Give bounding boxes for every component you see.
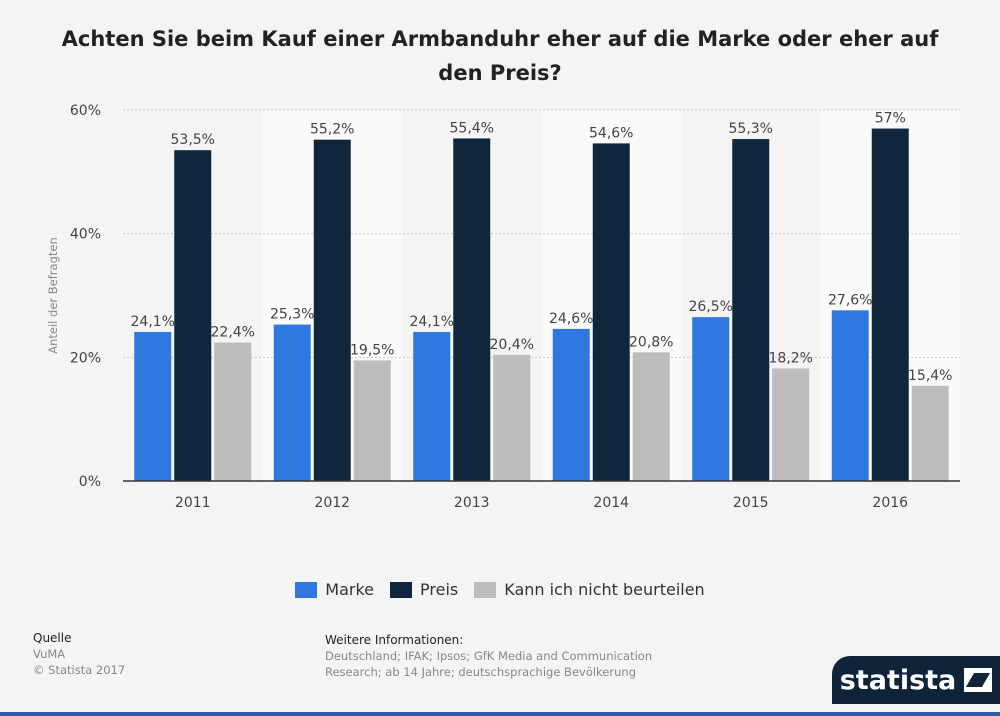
brand-name: statista [839, 664, 957, 696]
bar [313, 139, 351, 481]
bar [632, 352, 670, 481]
bar [493, 354, 531, 481]
data-label: 15,4% [908, 368, 952, 384]
legend-item-marke[interactable]: Marke [295, 580, 374, 599]
x-tick-label: 2015 [733, 495, 769, 511]
bar [831, 310, 869, 481]
statista-logo-icon [964, 668, 993, 692]
copyright: © Statista 2017 [33, 663, 126, 677]
y-tick-label: 20% [70, 350, 101, 366]
data-label: 20,8% [629, 334, 673, 350]
bar [453, 138, 491, 481]
y-tick-label: 60% [70, 103, 101, 119]
source-name: VuMA [33, 647, 66, 661]
legend-item-preis[interactable]: Preis [390, 580, 458, 599]
info-line-2: Research; ab 14 Jahre; deutschsprachige … [325, 665, 636, 679]
data-label: 24,1% [131, 314, 175, 330]
data-label: 57% [875, 111, 906, 127]
chart-title: Achten Sie beim Kauf einer Armbanduhr eh… [61, 27, 939, 85]
source-heading: Quelle [33, 631, 72, 645]
data-label: 53,5% [171, 132, 215, 148]
legend-swatch-kann-nicht [474, 581, 497, 598]
data-label: 19,5% [350, 342, 394, 358]
data-label: 20,4% [490, 337, 534, 353]
data-label: 24,6% [549, 311, 593, 327]
data-label: 18,2% [769, 350, 813, 366]
legend-swatch-marke [295, 581, 318, 598]
legend-swatch-preis [390, 581, 413, 598]
bar [692, 317, 730, 481]
data-label: 55,2% [310, 122, 354, 138]
bar [772, 368, 810, 481]
legend-label-marke: Marke [325, 580, 375, 599]
legend: Marke Preis Kann ich nicht beurteilen [0, 580, 1000, 599]
data-label: 22,4% [211, 324, 255, 340]
bar [134, 331, 172, 481]
statista-logo[interactable]: statista [832, 656, 1000, 704]
x-tick-label: 2011 [175, 495, 211, 511]
bar [273, 324, 311, 481]
legend-label-preis: Preis [420, 580, 459, 599]
data-label: 26,5% [689, 299, 733, 315]
bar [592, 143, 630, 481]
bar [732, 139, 770, 482]
bar [174, 150, 212, 482]
footer-accent-line [0, 712, 1000, 716]
data-label: 55,4% [450, 120, 494, 136]
bar [871, 128, 909, 482]
x-tick-label: 2012 [314, 495, 350, 511]
data-label: 25,3% [270, 307, 314, 323]
x-tick-label: 2013 [454, 495, 490, 511]
x-tick-label: 2014 [593, 495, 629, 511]
y-tick-label: 0% [79, 474, 101, 490]
data-label: 24,1% [410, 314, 454, 330]
bar-chart: 0% 20% 40% 60% Anteil der Befragten 24,1% 53,5… [46, 103, 960, 511]
bar [413, 331, 451, 481]
bar [911, 385, 949, 481]
x-tick-label: 2016 [872, 495, 908, 511]
info-heading: Weitere Informationen: [325, 633, 464, 647]
legend-label-kann-nicht: Kann ich nicht beurteilen [504, 580, 705, 599]
y-tick-label: 40% [70, 227, 101, 243]
data-label: 54,6% [589, 125, 633, 141]
y-axis-label: Anteil der Befragten [46, 237, 60, 354]
info-line-1: Deutschland; IFAK; Ipsos; GfK Media and … [325, 649, 653, 663]
legend-item-kann-nicht[interactable]: Kann ich nicht beurteilen [474, 580, 705, 599]
info-block: Weitere Informationen: Deutschland; IFAK… [325, 632, 705, 680]
bar [353, 360, 391, 481]
source-block: Quelle VuMA © Statista 2017 [33, 630, 125, 678]
bar [214, 342, 252, 481]
data-label: 55,3% [729, 121, 773, 137]
bar [552, 328, 590, 481]
data-label: 27,6% [828, 292, 872, 308]
